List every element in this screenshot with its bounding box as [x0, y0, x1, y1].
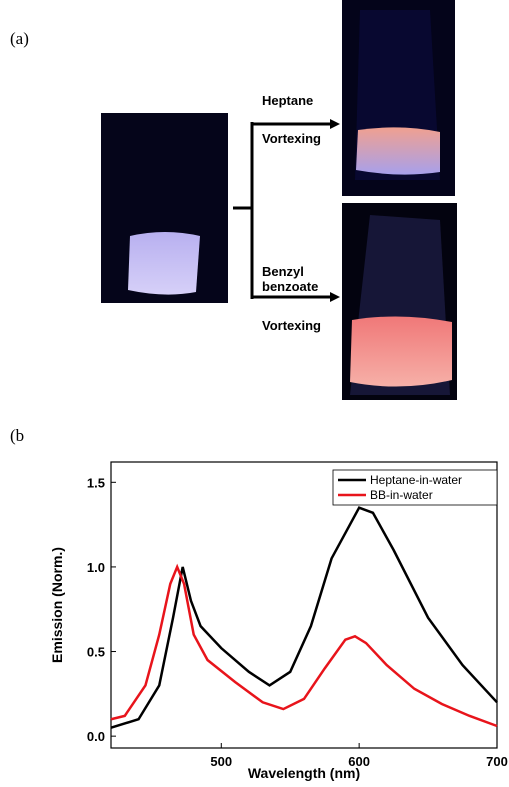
step-label: Vortexing	[262, 131, 321, 146]
y-axis-title: Emission (Norm.)	[49, 547, 65, 663]
photo	[342, 203, 457, 400]
arrows	[233, 122, 333, 299]
step-label: Heptane	[262, 93, 313, 108]
x-tick-label: 500	[210, 754, 232, 769]
x-axis-title: Wavelength (nm)	[248, 765, 360, 781]
y-tick-label: 0.5	[87, 645, 105, 660]
y-tick-label: 0.0	[87, 729, 105, 744]
legend-box	[332, 469, 498, 506]
plot-frame	[110, 461, 498, 749]
step-label: Benzyl	[262, 264, 304, 279]
photo	[101, 113, 228, 303]
x-tick-label: 700	[486, 754, 508, 769]
arrowheads	[330, 119, 340, 302]
legend-label: BB-in-water	[370, 488, 433, 502]
y-tick-label: 1.0	[87, 560, 105, 575]
x-tick-label: 600	[348, 754, 370, 769]
y-tick-label: 1.5	[87, 475, 105, 490]
legend-label: Heptane-in-water	[370, 473, 462, 487]
panel-label: (a)	[10, 29, 29, 48]
line	[110, 506, 498, 729]
photo	[342, 0, 455, 196]
step-label: Vortexing	[262, 318, 321, 333]
panel-label: (b	[10, 426, 24, 445]
line	[110, 563, 498, 728]
step-label: benzoate	[262, 279, 318, 294]
